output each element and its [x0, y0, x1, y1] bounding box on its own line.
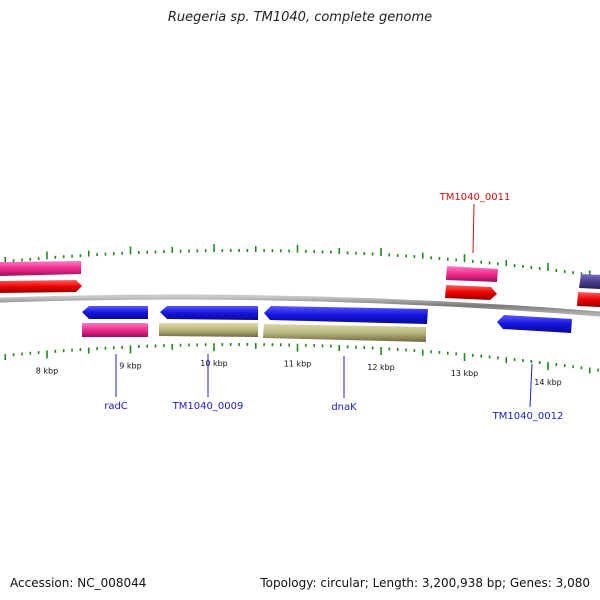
gene-feature[interactable]	[263, 324, 426, 342]
gene-feature[interactable]	[82, 323, 148, 337]
gene-label-lines	[115, 203, 533, 408]
gene-feature[interactable]	[159, 323, 258, 337]
gene-label-dnaK[interactable]: dnaK	[331, 402, 357, 413]
tick-label: 11 kbp	[284, 360, 312, 369]
map-title: Ruegeria sp. TM1040, complete genome	[167, 10, 433, 25]
gene-label-radC[interactable]: radC	[104, 401, 128, 412]
gene-feature[interactable]	[160, 306, 258, 320]
tick-marks-inner	[4, 343, 599, 374]
tick-marks-outer	[4, 244, 599, 278]
gene-labels: radC TM1040_0009 dnaK TM1040_0011 TM1040…	[104, 192, 563, 422]
reverse-strand-features	[82, 306, 572, 342]
tick-label: 10 kbp	[200, 359, 228, 368]
gene-feature[interactable]	[0, 261, 81, 276]
gene-feature[interactable]	[0, 280, 82, 293]
gene-feature[interactable]	[264, 306, 428, 324]
gene-feature[interactable]	[577, 292, 600, 307]
gene-feature[interactable]	[497, 315, 572, 333]
forward-strand-features	[0, 261, 600, 307]
gene-label-TM1040_0009[interactable]: TM1040_0009	[172, 401, 244, 412]
gene-feature[interactable]	[445, 285, 497, 300]
gene-label-TM1040_0011[interactable]: TM1040_0011	[439, 192, 511, 203]
label-line-TM1040_0011	[472, 203, 475, 254]
label-line-TM1040_0012	[529, 363, 533, 408]
tick-labels: 8 kbp 9 kbp 10 kbp 11 kbp 12 kbp 13 kbp 14 kbp	[36, 359, 562, 387]
tick-label: 8 kbp	[36, 366, 58, 375]
tick-label: 13 kbp	[451, 369, 479, 378]
tick-label: 14 kbp	[534, 378, 562, 387]
genome-summary-text: Topology: circular; Length: 3,200,938 bp…	[260, 576, 590, 590]
genome-backbone	[0, 294, 600, 317]
tick-label: 9 kbp	[119, 361, 141, 370]
gene-feature[interactable]	[82, 306, 148, 319]
gene-feature[interactable]	[446, 266, 498, 282]
tick-label: 12 kbp	[367, 363, 395, 372]
accession-text: Accession: NC_008044	[10, 576, 147, 590]
gene-feature[interactable]	[579, 274, 600, 289]
gene-label-TM1040_0012[interactable]: TM1040_0012	[492, 411, 564, 422]
